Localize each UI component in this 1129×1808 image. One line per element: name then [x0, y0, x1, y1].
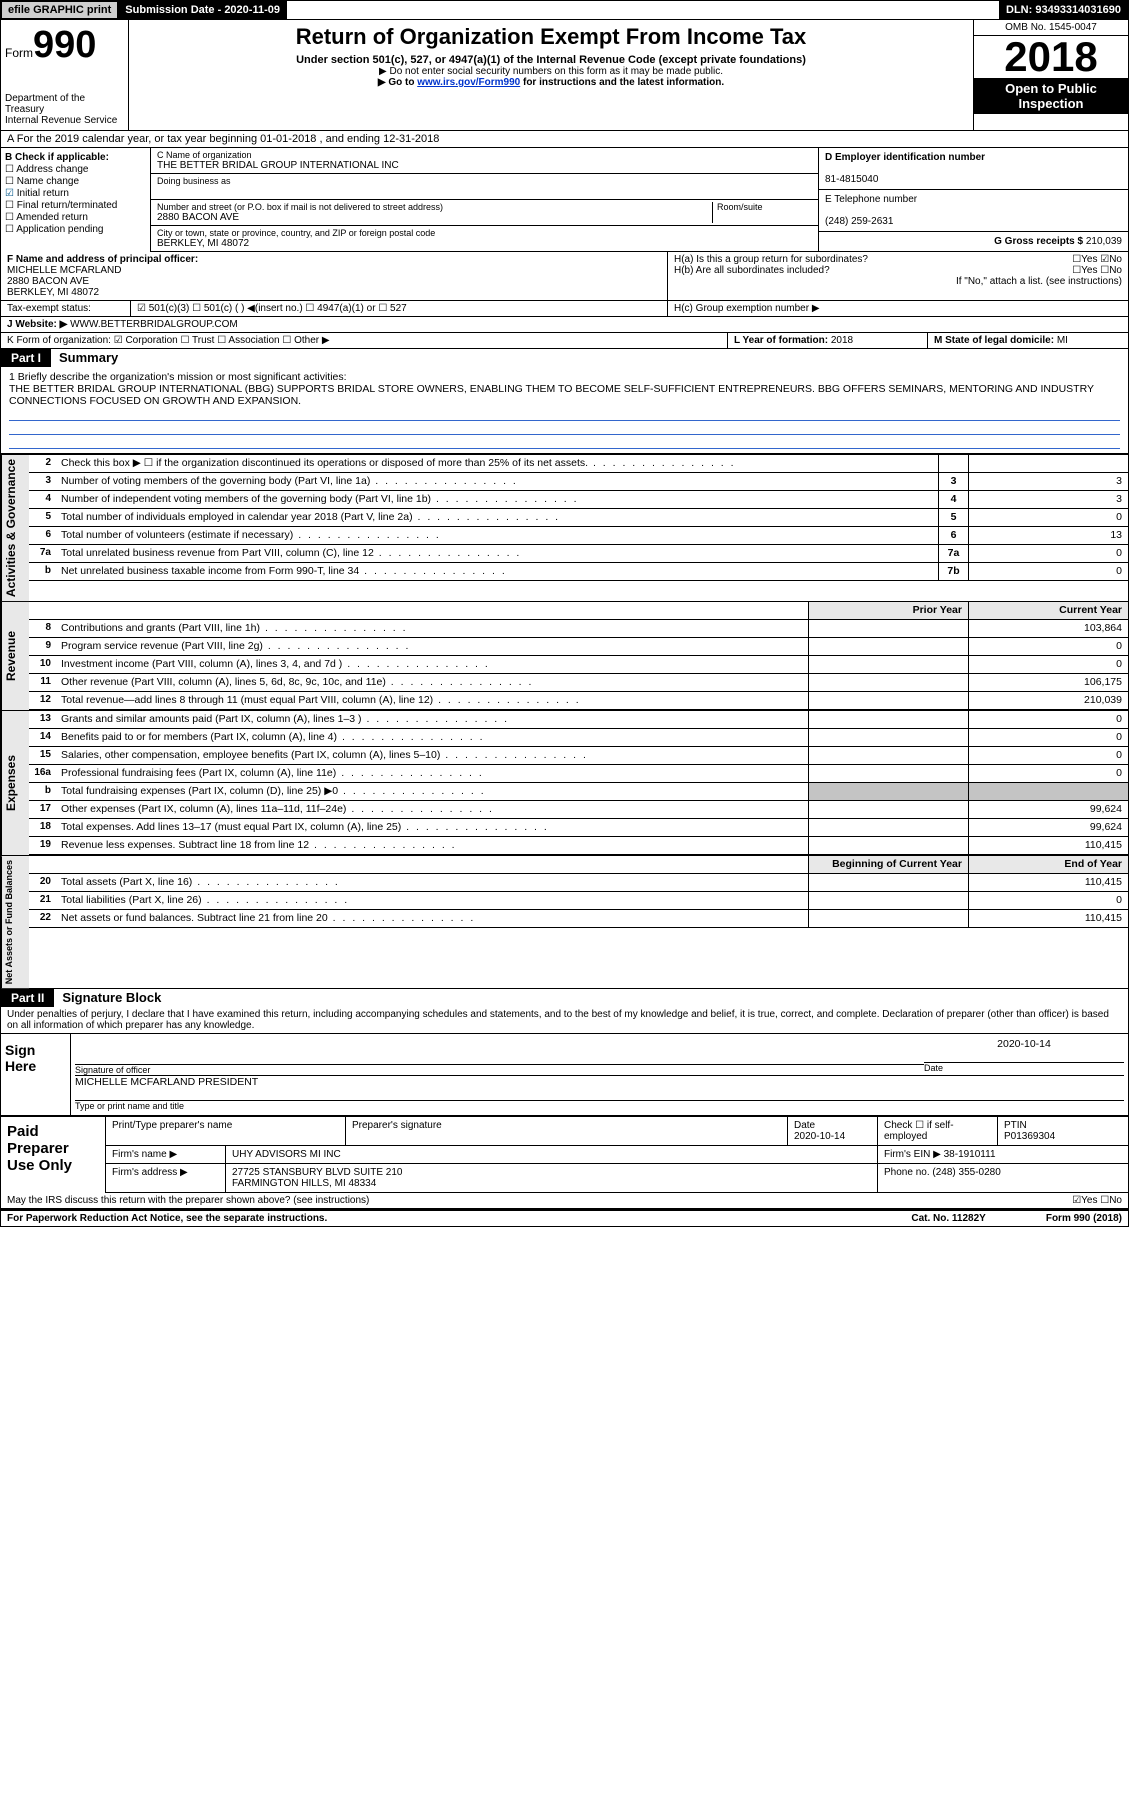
box-g-receipts: G Gross receipts $ 210,039 — [819, 232, 1128, 252]
table-row: 18Total expenses. Add lines 13–17 (must … — [29, 819, 1128, 837]
discuss-question: May the IRS discuss this return with the… — [1, 1193, 968, 1208]
line-j-lbl: J Website: ▶ WWW.BETTERBRIDALGROUP.COM — [1, 317, 244, 332]
table-row: 11Other revenue (Part VIII, column (A), … — [29, 674, 1128, 692]
table-row: 15Salaries, other compensation, employee… — [29, 747, 1128, 765]
table-row: 16aProfessional fundraising fees (Part I… — [29, 765, 1128, 783]
paid-preparer-body: Print/Type preparer's name Preparer's si… — [106, 1117, 1128, 1193]
rev-header: Prior Year Current Year — [29, 602, 1128, 620]
tax-exempt-opts: ☑ 501(c)(3) ☐ 501(c) ( ) ◀(insert no.) ☐… — [131, 301, 668, 316]
table-row: 20Total assets (Part X, line 16)110,415 — [29, 874, 1128, 892]
box-b: B Check if applicable: Address change Na… — [1, 148, 151, 252]
box-c-name: C Name of organization THE BETTER BRIDAL… — [151, 148, 818, 174]
ssn-warning: ▶ Do not enter social security numbers o… — [133, 66, 969, 77]
table-row: 17Other expenses (Part IX, column (A), l… — [29, 801, 1128, 819]
chk-amended[interactable]: Amended return — [5, 212, 146, 223]
gov-row: 6Total number of volunteers (estimate if… — [29, 527, 1128, 545]
side-governance: Activities & Governance — [1, 455, 29, 601]
table-row: 8Contributions and grants (Part VIII, li… — [29, 620, 1128, 638]
line-l: L Year of formation: 2018 — [728, 333, 928, 348]
form-subtitle: Under section 501(c), 527, or 4947(a)(1)… — [133, 54, 969, 66]
table-row: 21Total liabilities (Part X, line 26)0 — [29, 892, 1128, 910]
table-row: 12Total revenue—add lines 8 through 11 (… — [29, 692, 1128, 710]
line-m: M State of legal domicile: MI — [928, 333, 1128, 348]
gov-row: bNet unrelated business taxable income f… — [29, 563, 1128, 581]
part2-header: Part IISignature Block — [1, 988, 1128, 1007]
chk-app-pending[interactable]: Application pending — [5, 224, 146, 235]
box-c-addr: Number and street (or P.O. box if mail i… — [151, 200, 818, 226]
line-k: K Form of organization: ☑ Corporation ☐ … — [1, 333, 728, 348]
paid-preparer-lbl: Paid Preparer Use Only — [1, 1117, 106, 1193]
table-row: 10Investment income (Part VIII, column (… — [29, 656, 1128, 674]
perjury-text: Under penalties of perjury, I declare th… — [1, 1007, 1128, 1033]
box-c-city: City or town, state or province, country… — [151, 226, 818, 252]
box-c-dba: Doing business as — [151, 174, 818, 200]
open-to-public: Open to Public Inspection — [974, 78, 1128, 114]
side-netassets: Net Assets or Fund Balances — [1, 856, 29, 988]
table-row: 9Program service revenue (Part VIII, lin… — [29, 638, 1128, 656]
discuss-answer: ☑Yes ☐No — [968, 1193, 1128, 1208]
box-hc: H(c) Group exemption number ▶ — [668, 301, 1128, 316]
efile-tag: efile GRAPHIC print — [1, 1, 118, 19]
table-row: bTotal fundraising expenses (Part IX, co… — [29, 783, 1128, 801]
gov-row: 5Total number of individuals employed in… — [29, 509, 1128, 527]
tax-exempt-lbl: Tax-exempt status: — [1, 301, 131, 316]
form-title: Return of Organization Exempt From Incom… — [133, 24, 969, 50]
goto-link-line: ▶ Go to www.irs.gov/Form990 for instruct… — [133, 77, 969, 88]
gov-row: 2Check this box ▶ ☐ if the organization … — [29, 455, 1128, 473]
box-f-officer: F Name and address of principal officer:… — [1, 252, 668, 300]
box-d-ein: D Employer identification number 81-4815… — [819, 148, 1128, 190]
side-revenue: Revenue — [1, 602, 29, 710]
table-row: 19Revenue less expenses. Subtract line 1… — [29, 837, 1128, 855]
side-expenses: Expenses — [1, 711, 29, 855]
chk-final-return[interactable]: Final return/terminated — [5, 200, 146, 211]
page-footer: For Paperwork Reduction Act Notice, see … — [1, 1209, 1128, 1226]
chk-name-change[interactable]: Name change — [5, 176, 146, 187]
submission-date: Submission Date - 2020-11-09 — [118, 1, 287, 19]
gov-row: 7aTotal unrelated business revenue from … — [29, 545, 1128, 563]
line-a-period: A For the 2019 calendar year, or tax yea… — [1, 131, 1128, 148]
box-h: H(a) Is this a group return for subordin… — [668, 252, 1128, 300]
dln: DLN: 93493314031690 — [999, 1, 1128, 19]
gov-row: 3Number of voting members of the governi… — [29, 473, 1128, 491]
chk-address-change[interactable]: Address change — [5, 164, 146, 175]
table-row: 13Grants and similar amounts paid (Part … — [29, 711, 1128, 729]
part1-header: Part ISummary — [1, 349, 1128, 367]
irs-link[interactable]: www.irs.gov/Form990 — [417, 77, 520, 88]
gov-row: 4Number of independent voting members of… — [29, 491, 1128, 509]
table-row: 14Benefits paid to or for members (Part … — [29, 729, 1128, 747]
header-strip: efile GRAPHIC print Submission Date - 20… — [1, 1, 1128, 19]
na-header: Beginning of Current Year End of Year — [29, 856, 1128, 874]
dept-treasury: Department of the Treasury Internal Reve… — [5, 93, 124, 126]
sign-here-lbl: Sign Here — [1, 1034, 71, 1115]
table-row: 22Net assets or fund balances. Subtract … — [29, 910, 1128, 928]
tax-year: 2018 — [974, 36, 1128, 78]
chk-initial-return[interactable]: Initial return — [5, 188, 146, 199]
form-number: Form990 — [5, 24, 124, 67]
box-e-phone: E Telephone number (248) 259-2631 — [819, 190, 1128, 232]
signature-body: Signature of officer 2020-10-14 Date MIC… — [71, 1034, 1128, 1115]
mission-box: 1 Briefly describe the organization's mi… — [1, 367, 1128, 454]
